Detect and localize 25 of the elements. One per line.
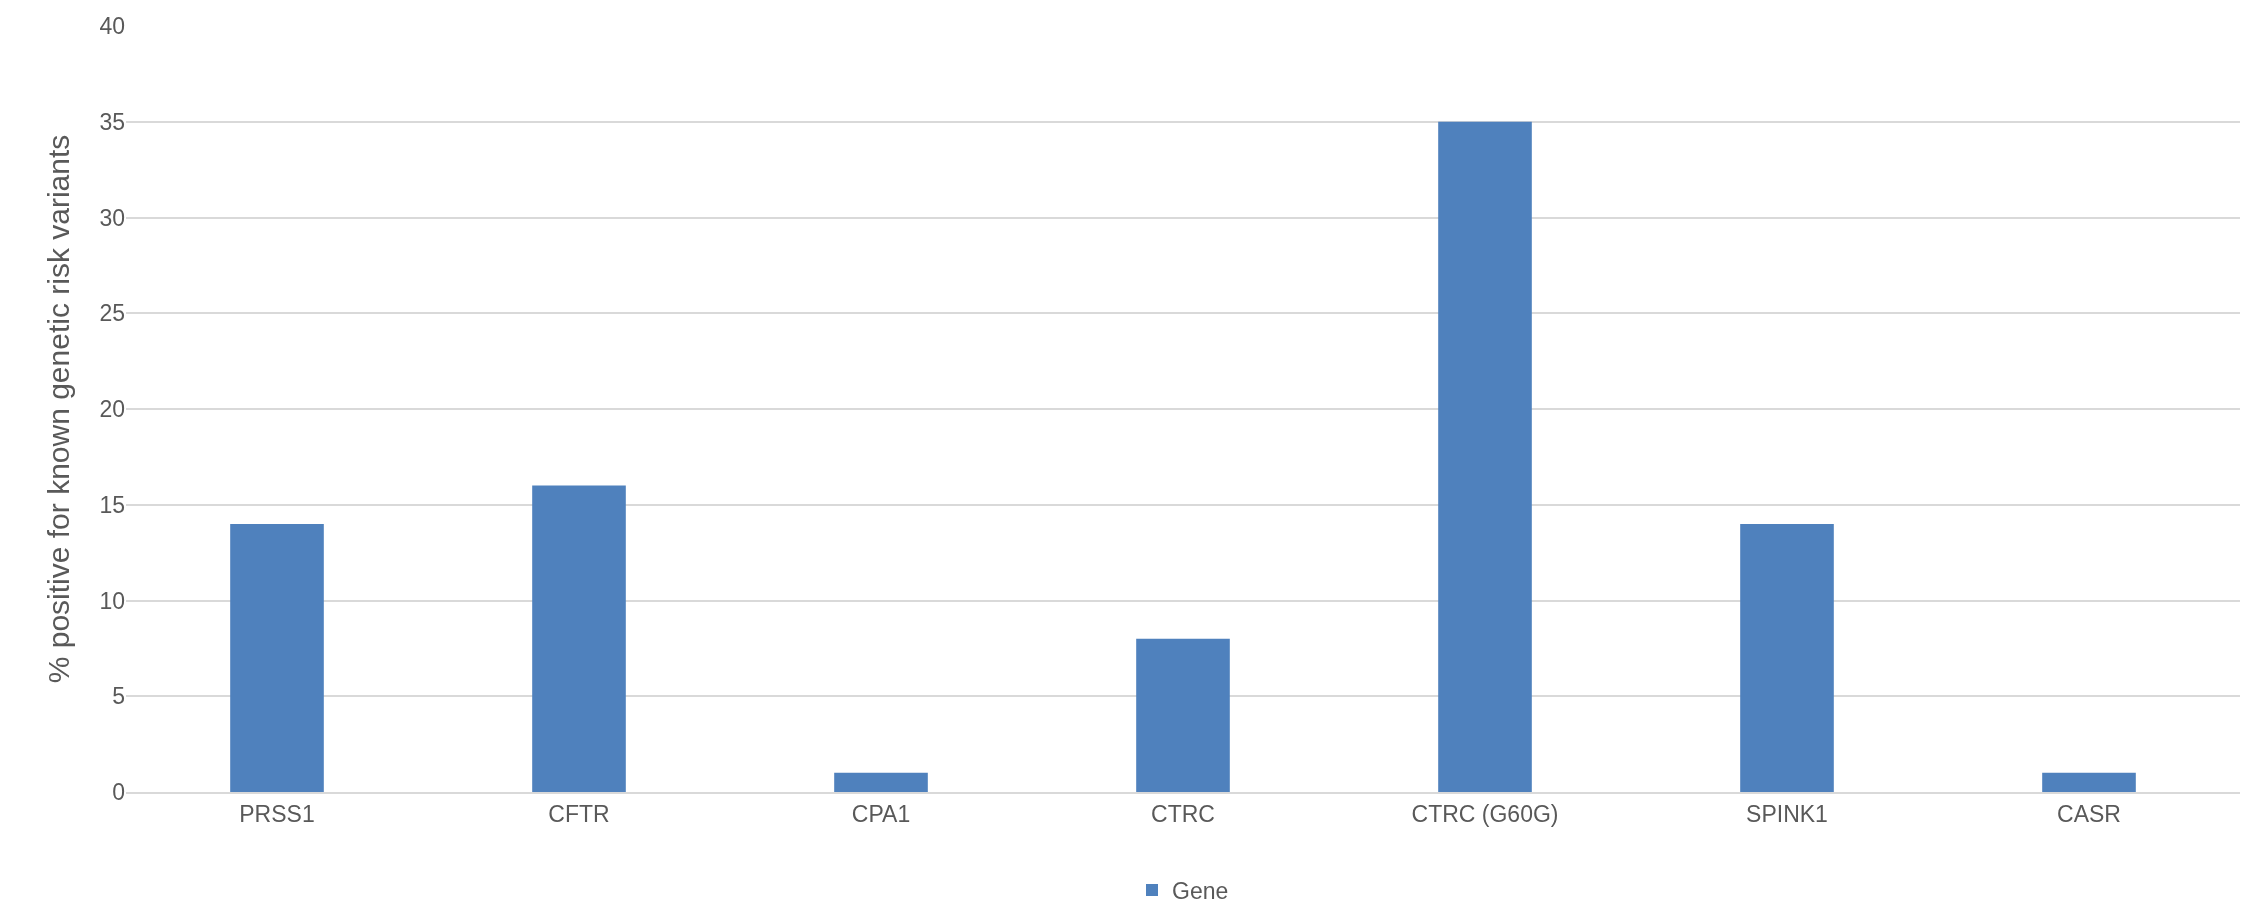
y-axis-title: % positive for known genetic risk variants (42, 134, 76, 684)
x-tick-label: PRSS1 (239, 800, 315, 827)
y-tick-label: 20 (99, 396, 125, 423)
legend-label: Gene (1172, 878, 1229, 905)
bar (532, 485, 626, 792)
y-tick-label: 10 (99, 587, 125, 614)
x-tick-label: CASR (2057, 800, 2121, 827)
y-tick-label: 30 (99, 204, 125, 231)
x-tick-label: CPA1 (851, 800, 911, 827)
y-tick-label: 25 (99, 300, 125, 327)
y-tick-label: 35 (99, 108, 125, 135)
bar (230, 523, 324, 792)
y-tick-label: 0 (112, 779, 125, 806)
y-tick-label: 5 (112, 683, 125, 710)
bar (1136, 638, 1230, 792)
bar (1740, 523, 1834, 792)
y-tick-label: 40 (99, 13, 125, 40)
x-tick-label: CTRC (1151, 800, 1215, 827)
bar (1438, 121, 1532, 792)
bar (2042, 772, 2136, 792)
x-tick-label: SPINK1 (1746, 800, 1828, 827)
bar (834, 772, 928, 792)
x-tick-label: CFTR (548, 800, 610, 827)
y-tick-label: 15 (99, 491, 125, 518)
x-tick-label: CTRC (G60G) (1411, 800, 1559, 827)
